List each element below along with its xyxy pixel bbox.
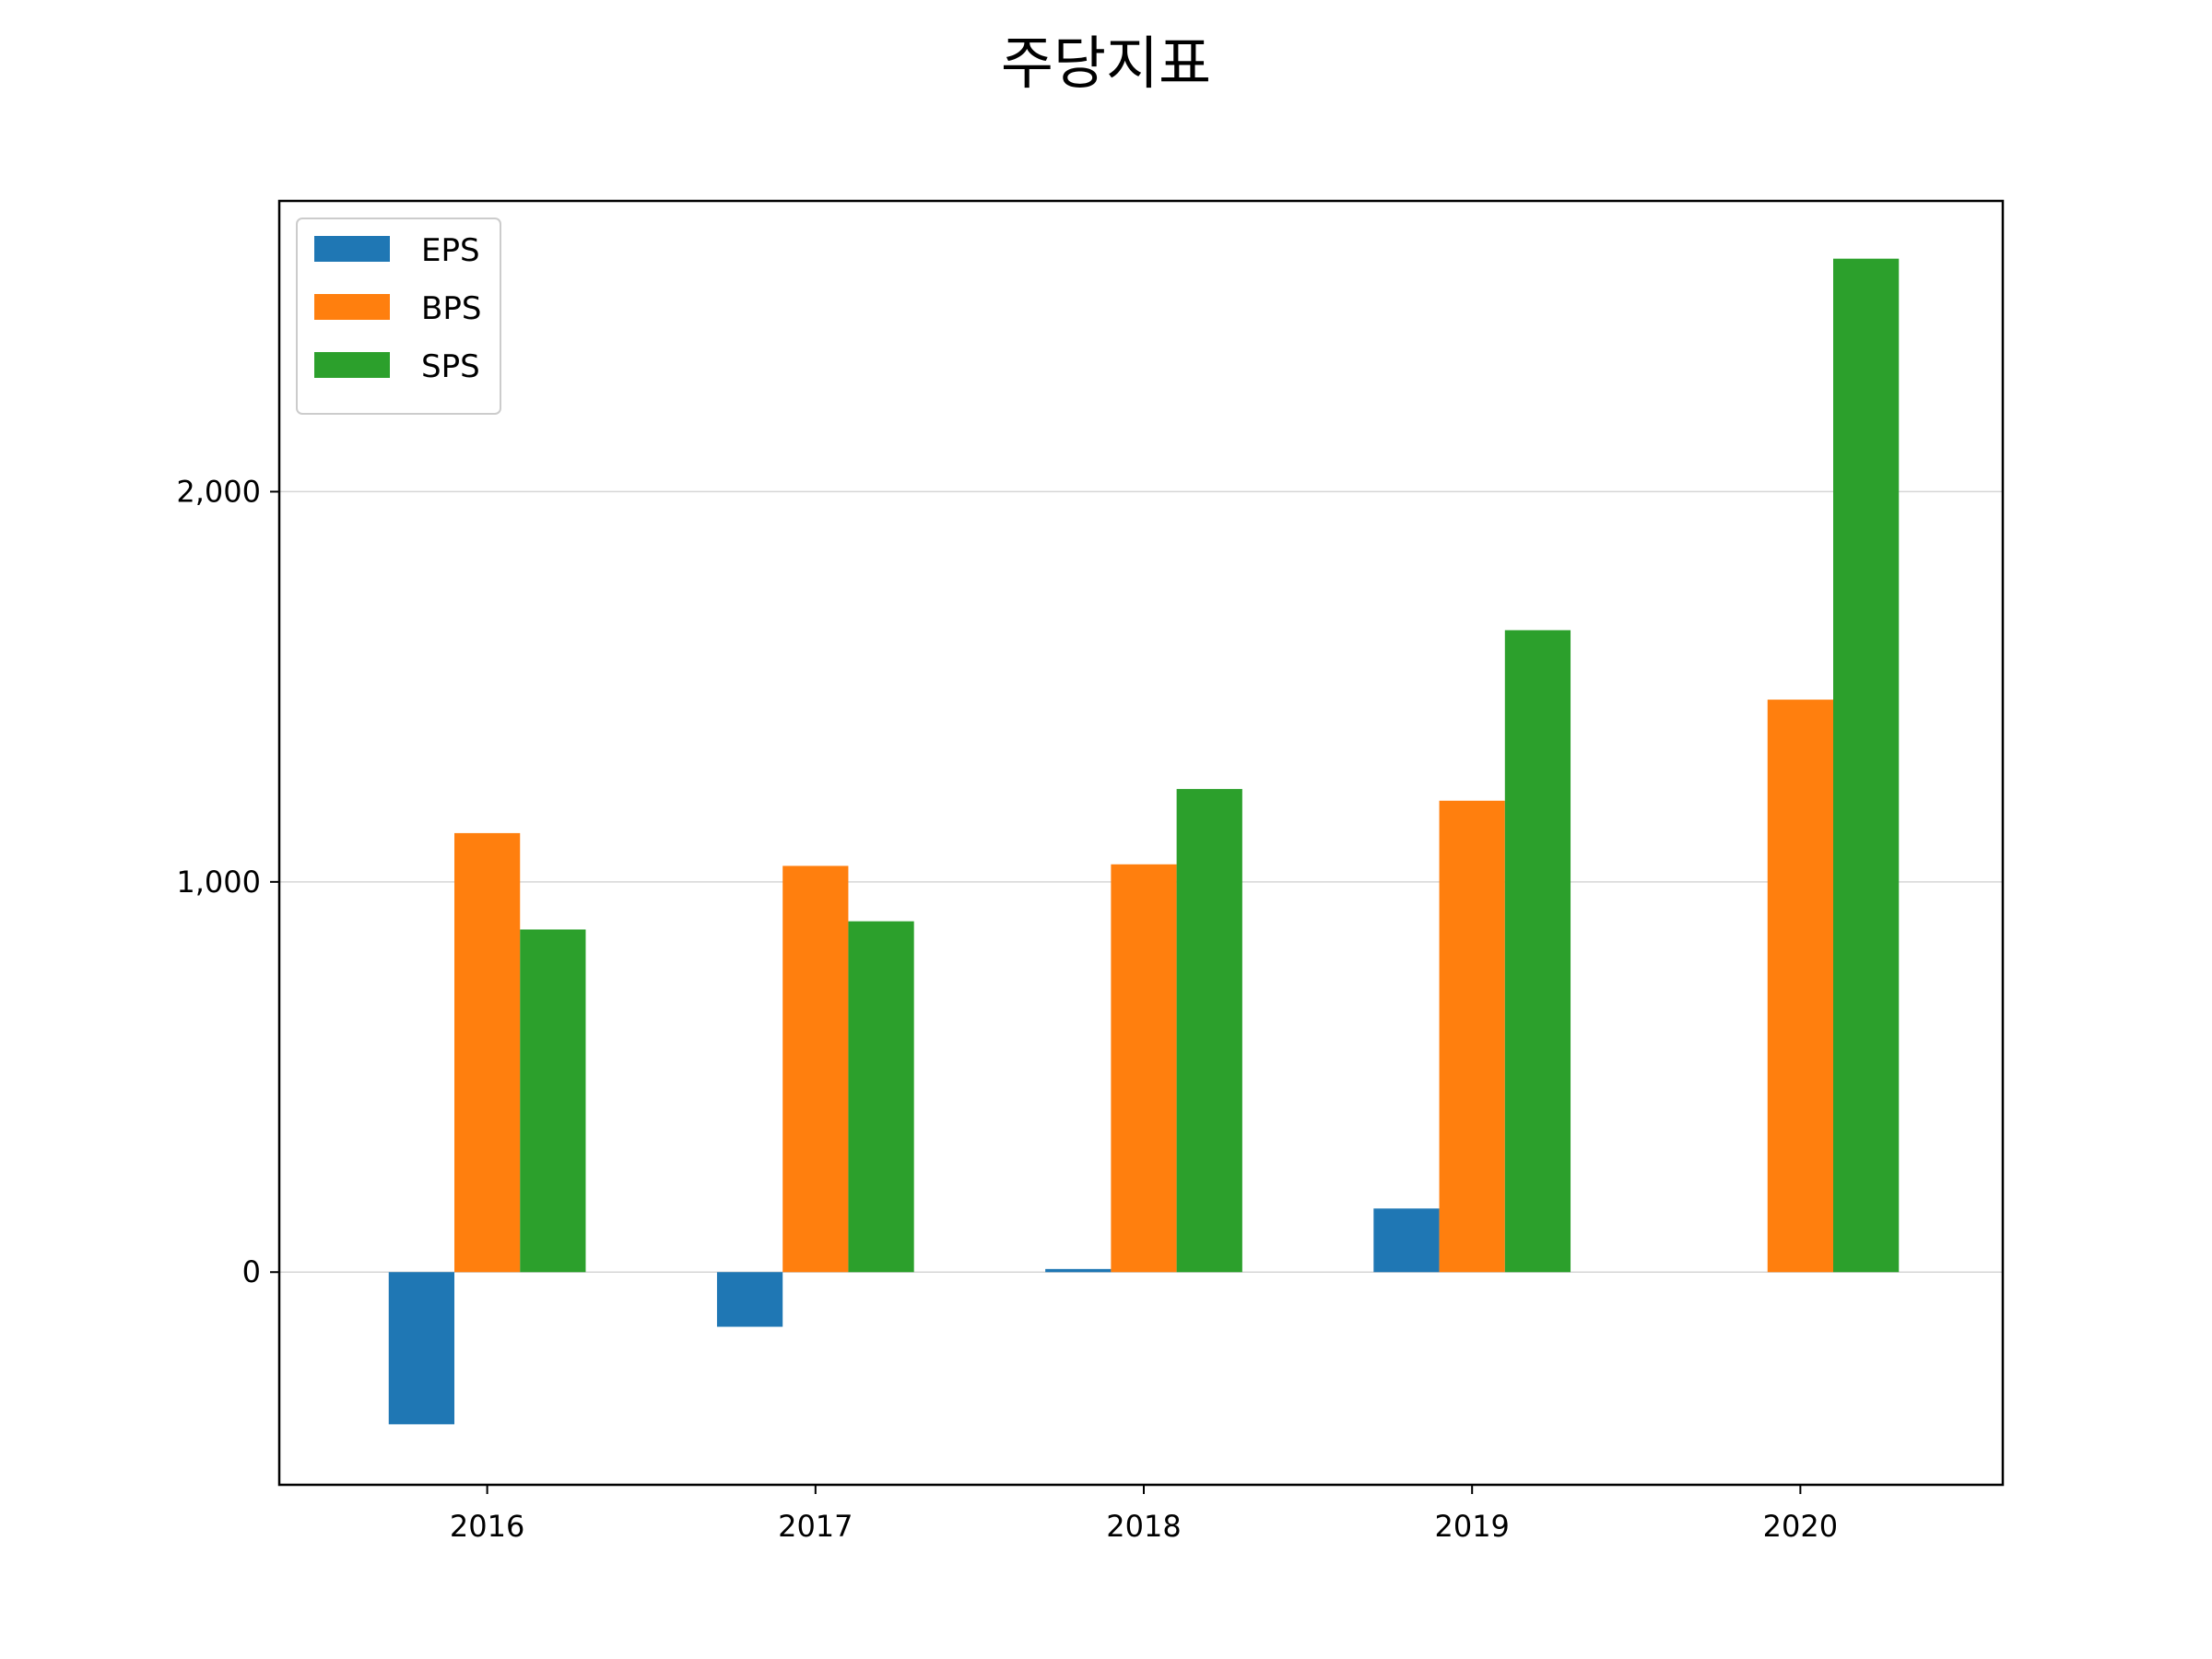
x-tick-label-2020: 2020 bbox=[1763, 1509, 1838, 1544]
y-tick-label: 0 bbox=[242, 1254, 261, 1289]
legend-swatch-sps bbox=[314, 352, 390, 378]
bar-sps-2017 bbox=[848, 921, 914, 1273]
y-tick-label: 2,000 bbox=[176, 474, 261, 509]
bars bbox=[388, 258, 1900, 1425]
bar-eps-2017 bbox=[716, 1272, 783, 1327]
chart-title: 주당지표 bbox=[1001, 29, 1211, 97]
bar-sps-2016 bbox=[520, 929, 586, 1273]
bar-eps-2018 bbox=[1045, 1268, 1112, 1273]
legend-label-sps: SPS bbox=[421, 348, 480, 385]
legend-swatch-bps bbox=[314, 294, 390, 320]
legend: EPS BPS SPS bbox=[296, 218, 501, 415]
bar-sps-2020 bbox=[1833, 258, 1900, 1273]
axes: 0 1,000 2,000 2016 2017 2018 2019 2020 bbox=[176, 474, 1838, 1544]
legend-swatch-eps bbox=[314, 236, 390, 262]
legend-label-bps: BPS bbox=[421, 290, 481, 327]
bar-bps-2019 bbox=[1439, 800, 1505, 1273]
bar-bps-2017 bbox=[782, 865, 849, 1273]
x-tick-label-2016: 2016 bbox=[450, 1509, 524, 1544]
bar-bps-2016 bbox=[454, 832, 521, 1273]
y-tick-label: 1,000 bbox=[176, 865, 261, 900]
bar-eps-2016 bbox=[388, 1272, 454, 1425]
plot-frame bbox=[277, 199, 2005, 1487]
bar-sps-2018 bbox=[1176, 789, 1242, 1273]
bar-eps-2019 bbox=[1373, 1208, 1440, 1273]
bar-sps-2019 bbox=[1504, 629, 1571, 1273]
bar-bps-2018 bbox=[1111, 864, 1177, 1273]
legend-label-eps: EPS bbox=[421, 232, 480, 269]
x-tick-label-2017: 2017 bbox=[778, 1509, 853, 1544]
bar-bps-2020 bbox=[1767, 700, 1833, 1273]
x-tick-label-2019: 2019 bbox=[1434, 1509, 1509, 1544]
x-tick-label-2018: 2018 bbox=[1106, 1509, 1181, 1544]
